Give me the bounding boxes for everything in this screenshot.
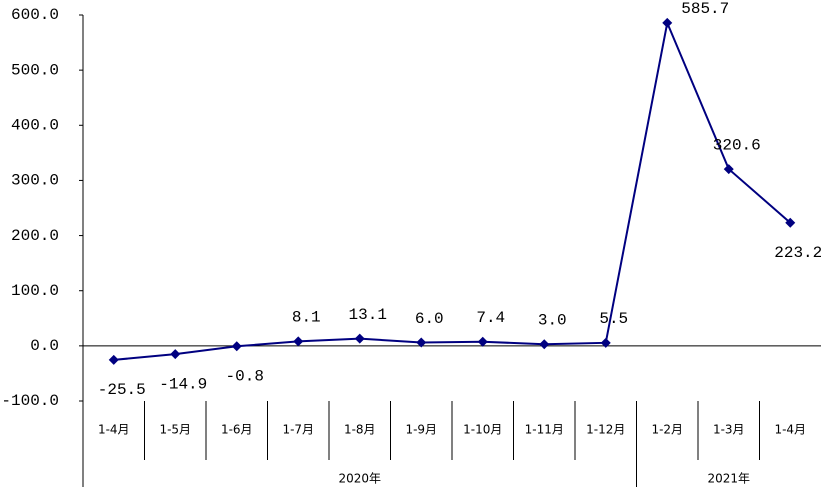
data-label: -25.5 (98, 381, 146, 399)
marker (354, 333, 365, 344)
data-label: 3.0 (538, 311, 567, 329)
marker (477, 336, 488, 347)
x-tick-label: 1-11月 (525, 423, 564, 437)
data-label: 5.5 (599, 310, 628, 328)
data-label: 320.6 (713, 136, 761, 154)
x-tick-label: 1-9月 (405, 423, 437, 437)
marker (231, 341, 242, 352)
x-tick-label: 1-7月 (282, 423, 314, 437)
group-label: 2021年 (707, 472, 750, 486)
marker (600, 337, 611, 348)
marker (785, 217, 796, 228)
x-tick-label: 1-3月 (713, 423, 745, 437)
x-tick-label: 1-4月 (774, 423, 806, 437)
marker (416, 337, 427, 348)
marker (662, 17, 673, 28)
y-tick-label: 300.0 (11, 172, 59, 190)
y-tick-label: 400.0 (11, 117, 59, 135)
x-tick-label: 1-10月 (463, 423, 502, 437)
marker (293, 336, 304, 347)
y-tick-label: 500.0 (11, 61, 59, 79)
y-tick-label: 0.0 (30, 337, 59, 355)
data-label: -14.9 (159, 375, 207, 393)
data-label: -0.8 (226, 368, 264, 386)
x-tick-label: 1-5月 (159, 423, 191, 437)
data-label: 7.4 (476, 309, 505, 327)
line (113, 19, 791, 361)
data-label: 6.0 (415, 310, 444, 328)
data-label: 223.2 (774, 244, 821, 262)
data-label: 585.7 (681, 0, 729, 18)
y-tick-label: 100.0 (11, 282, 59, 300)
y-tick-label: 200.0 (11, 227, 59, 245)
data-label: 13.1 (349, 306, 387, 324)
x-tick-label: 1-12月 (586, 423, 625, 437)
x-tick-label: 1-4月 (98, 423, 130, 437)
x-tick-label: 1-6月 (221, 423, 253, 437)
x-tick-label: 1-2月 (651, 423, 683, 437)
marker (539, 339, 550, 350)
group-label: 2020年 (338, 472, 381, 486)
marker (723, 164, 734, 175)
marker (108, 354, 119, 365)
data-label: 8.1 (292, 309, 321, 327)
x-tick-label: 1-8月 (344, 423, 376, 437)
marker (170, 349, 181, 360)
y-tick-label: 600.0 (11, 6, 59, 24)
y-tick-label: -100.0 (1, 392, 59, 410)
